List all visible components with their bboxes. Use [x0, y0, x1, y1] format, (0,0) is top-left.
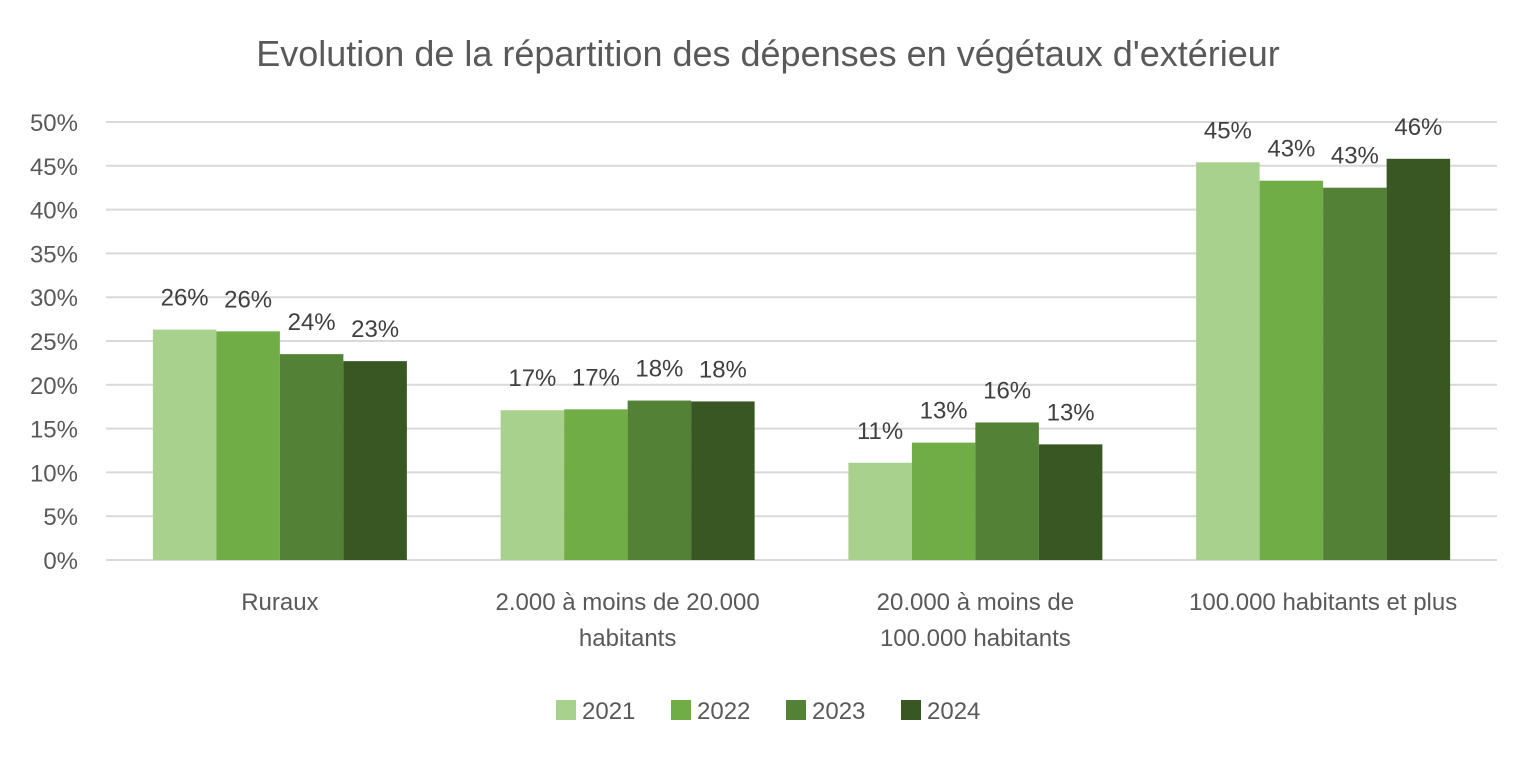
x-category-line: Ruraux: [241, 589, 318, 616]
legend-label-2023: 2023: [812, 698, 865, 725]
bar-2021: [152, 329, 217, 560]
bar-2023: [975, 422, 1039, 560]
bar-2024: [691, 401, 755, 560]
legend-label-2024: 2024: [927, 698, 980, 725]
bar-2022: [1259, 180, 1324, 560]
x-category-label: 2.000 à moins de 20.000 habitants: [496, 589, 760, 652]
x-category-label: 20.000 à moins de 100.000 habitants: [877, 589, 1074, 652]
bar-2023: [627, 400, 692, 560]
legend-swatch-2024: [901, 700, 921, 720]
bar-2022: [216, 331, 280, 560]
bar-2021: [848, 462, 912, 560]
y-tick-label: 40%: [30, 198, 78, 225]
data-label: 43%: [1267, 136, 1315, 163]
data-label: 24%: [288, 309, 336, 336]
legend-swatch-2022: [671, 700, 691, 720]
data-label: 13%: [1047, 399, 1095, 426]
bar-2021: [1196, 162, 1260, 560]
bar-2023: [279, 354, 344, 560]
x-category-line: 2.000 à moins de 20.000: [496, 589, 760, 616]
legend-swatch-2023: [786, 700, 806, 720]
y-tick-label: 5%: [43, 504, 78, 531]
data-label: 13%: [920, 398, 968, 425]
y-tick-label: 0%: [43, 548, 78, 575]
data-label: 43%: [1331, 143, 1379, 170]
legend-label-2022: 2022: [697, 698, 750, 725]
data-label: 17%: [572, 364, 620, 391]
y-tick-label: 45%: [30, 154, 78, 181]
bar-2023: [1323, 187, 1387, 560]
x-category-label: 100.000 habitants et plus: [1189, 589, 1457, 616]
data-label: 18%: [635, 356, 683, 383]
data-labels: 26% 26% 24% 23% 17% 17% 18% 18% 11% 13% 16% 13% 45% 4…: [161, 114, 1443, 445]
data-label: 23%: [351, 316, 399, 343]
y-axis-ticks: 0% 5% 10% 15% 20% 25% 30% 35% 40% 45% 50%: [30, 110, 78, 575]
bars: [152, 158, 1451, 561]
data-label: 11%: [857, 418, 903, 445]
x-category-line: 20.000 à moins de: [877, 589, 1074, 616]
data-label: 17%: [508, 365, 556, 392]
data-label: 46%: [1394, 114, 1442, 141]
legend-swatch-2021: [556, 700, 576, 720]
chart-title: Evolution de la répartition des dépenses…: [256, 33, 1280, 74]
y-tick-label: 25%: [30, 329, 78, 356]
data-label: 18%: [699, 356, 747, 383]
y-tick-label: 50%: [30, 110, 78, 137]
bar-2024: [1038, 444, 1103, 560]
legend-label-2021: 2021: [582, 698, 635, 725]
legend: 2021 2022 2023 2024: [556, 698, 980, 725]
bar-2022: [911, 442, 976, 560]
y-tick-label: 30%: [30, 285, 78, 312]
bar-2021: [500, 410, 565, 560]
x-category-line: 100.000 habitants: [880, 625, 1071, 652]
x-category-label: Ruraux: [241, 589, 318, 616]
data-label: 45%: [1204, 117, 1252, 144]
data-label: 26%: [224, 286, 272, 313]
y-tick-label: 20%: [30, 373, 78, 400]
x-axis-categories: Ruraux 2.000 à moins de 20.000 habitants 20…: [241, 589, 1457, 652]
y-tick-label: 15%: [30, 417, 78, 444]
bar-2024: [1386, 158, 1451, 561]
x-category-line: habitants: [579, 625, 676, 652]
y-tick-label: 10%: [30, 460, 78, 487]
y-tick-label: 35%: [30, 241, 78, 268]
data-label: 16%: [983, 377, 1031, 404]
data-label: 26%: [161, 285, 209, 312]
bar-2022: [564, 409, 628, 560]
bar-2024: [343, 361, 407, 560]
x-category-line: 100.000 habitants et plus: [1189, 589, 1457, 616]
